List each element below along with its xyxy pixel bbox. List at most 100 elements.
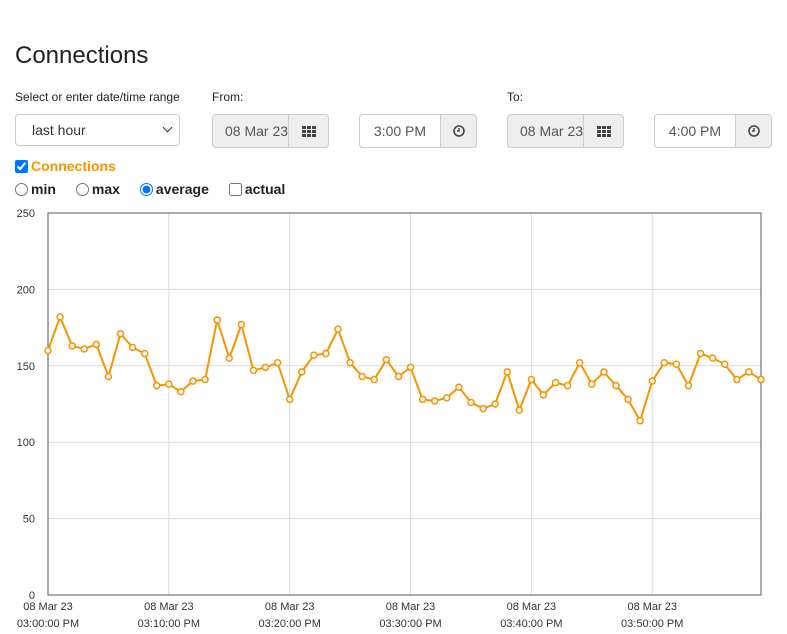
data-point [201,375,209,384]
y-tick-label: 0 [29,590,35,602]
data-point [636,417,644,425]
stat-option-max[interactable]: max [75,181,120,197]
data-point [430,397,439,405]
data-point [298,368,306,376]
data-point [696,349,705,358]
y-tick-label: 250 [17,208,35,220]
from-date-input[interactable]: 08 Mar 23 [212,114,288,148]
data-point [68,342,76,350]
x-tick-label-date: 08 Mar 23 [144,601,194,613]
y-tick-label: 50 [23,514,35,526]
data-point [346,358,354,367]
stat-option-average[interactable]: average [139,181,209,197]
data-point [382,355,391,364]
x-tick-label-date: 08 Mar 23 [23,601,73,613]
data-point [672,360,681,369]
connections-series-toggle[interactable]: Connections [15,158,116,174]
data-point [273,358,282,367]
actual-checkbox[interactable] [228,182,242,196]
page-title: Connections [15,42,149,69]
data-point [406,363,415,372]
data-point [467,398,475,407]
data-point [140,349,149,358]
calendar-grid-icon [596,125,611,137]
x-tick-label-date: 08 Mar 23 [386,601,436,613]
data-point [563,381,572,390]
data-point [757,375,765,384]
data-point [733,375,741,384]
data-point [249,366,258,375]
x-tick-label-time: 03:40:00 PM [500,618,562,630]
data-point [720,360,729,369]
clock-icon [747,125,760,137]
y-tick-label: 150 [17,361,35,373]
from-time-picker-button[interactable] [440,114,477,148]
data-point [745,368,753,376]
data-point [358,372,366,381]
data-point [153,381,161,390]
x-tick-label-time: 03:50:00 PM [621,618,683,630]
to-date-input[interactable]: 08 Mar 23 [507,114,583,148]
data-point [189,377,197,385]
y-tick-label: 100 [17,437,35,449]
data-point [600,368,608,376]
to-date-picker-button[interactable] [583,114,624,148]
plot-area-border [47,212,762,596]
range-select[interactable]: last hour [15,114,180,146]
to-date-group: 08 Mar 23 [507,114,624,148]
data-point [370,375,379,384]
data-point [213,316,221,324]
average-radio[interactable] [139,182,153,196]
stat-option-actual[interactable]: actual [228,181,285,197]
data-point [261,363,270,372]
from-time-input[interactable]: 3:00 PM [359,114,440,148]
range-label: Select or enter date/time range [15,90,180,104]
data-point [612,381,620,390]
data-point [551,378,560,387]
data-point [177,388,185,396]
range-select-value: last hour [32,122,86,138]
stat-option-min[interactable]: min [15,181,56,197]
data-point [116,329,125,338]
stat-options: min max average actual [15,181,305,197]
data-point [684,381,693,390]
data-point [165,380,173,388]
data-point [588,380,596,388]
data-point [479,404,487,413]
data-point [44,346,52,355]
data-point [527,375,536,384]
min-radio[interactable] [15,182,28,196]
from-label: From: [212,90,244,104]
x-tick-label-date: 08 Mar 23 [507,601,557,613]
data-point [104,372,113,381]
data-point [237,320,246,329]
connections-checkbox[interactable] [15,159,28,173]
data-point [624,395,632,404]
data-point [394,372,403,381]
from-date-picker-button[interactable] [288,114,329,148]
data-point [503,368,511,376]
data-point [660,358,669,367]
clock-icon [452,125,465,137]
data-point [285,395,294,404]
x-tick-label-time: 03:20:00 PM [259,618,321,630]
data-point [334,325,342,333]
x-tick-label-time: 03:00:00 PM [17,618,79,630]
data-point [418,395,427,404]
data-point [310,351,318,359]
from-time-group: 3:00 PM [359,114,477,148]
calendar-grid-icon [301,125,316,137]
data-point [225,354,234,362]
data-point [128,343,137,352]
to-time-input[interactable]: 4:00 PM [654,114,735,148]
to-label: To: [507,90,524,104]
data-point [491,400,499,408]
x-tick-label-date: 08 Mar 23 [265,601,315,613]
data-point [708,354,717,362]
to-time-picker-button[interactable] [735,114,772,148]
data-point [56,313,64,321]
data-point [539,391,548,399]
connections-series-label: Connections [31,158,116,174]
max-radio[interactable] [75,182,89,196]
connections-series-line [47,314,762,424]
